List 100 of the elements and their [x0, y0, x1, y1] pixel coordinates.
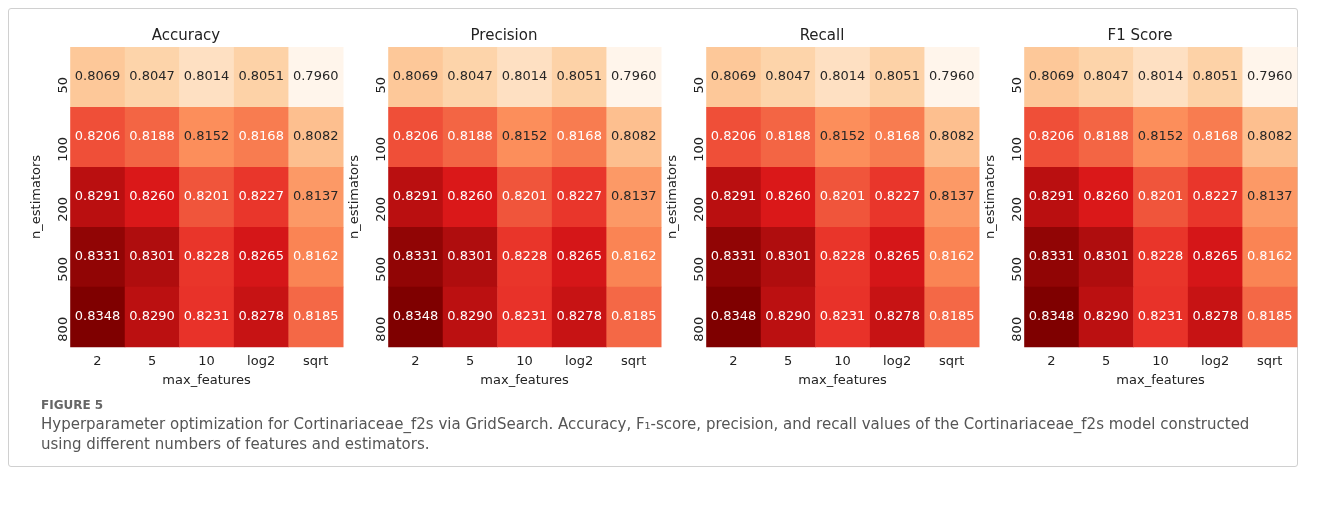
y-tick-label: 800 — [54, 316, 70, 342]
data-label: 0.8290 — [765, 308, 811, 324]
x-tick-label: 10 — [198, 352, 215, 368]
data-label: 0.8168 — [556, 128, 602, 144]
y-tick-label: 50 — [54, 76, 70, 94]
data-label: 0.8348 — [1028, 308, 1075, 324]
data-label: 0.8047 — [129, 68, 175, 84]
data-label: 0.8014 — [819, 68, 866, 84]
data-label: 0.8168 — [238, 128, 284, 144]
data-label: 0.8188 — [129, 128, 175, 144]
data-label: 0.8278 — [556, 308, 602, 324]
data-label: 0.8162 — [1246, 248, 1293, 264]
data-label: 0.8278 — [874, 308, 920, 324]
x-tick-label: 2 — [729, 352, 738, 368]
data-label: 0.8227 — [874, 188, 920, 204]
y-tick-label: 50 — [1008, 76, 1024, 94]
data-label: 0.8051 — [874, 68, 920, 84]
data-label: 0.8137 — [610, 188, 657, 204]
data-label: 0.8260 — [1083, 188, 1129, 204]
y-axis-title: n_estimators — [982, 154, 998, 239]
y-tick-label: 50 — [372, 76, 388, 94]
data-label: 0.8185 — [292, 308, 339, 324]
data-label: 0.8331 — [1028, 248, 1075, 264]
data-label: 0.8188 — [765, 128, 811, 144]
data-label: 0.8014 — [183, 68, 230, 84]
y-tick-label: 200 — [372, 196, 388, 222]
data-label: 0.8260 — [129, 188, 175, 204]
y-tick-label: 200 — [690, 196, 706, 222]
data-label: 0.8206 — [74, 128, 121, 144]
y-tick-label: 800 — [372, 316, 388, 342]
data-label: 0.8290 — [129, 308, 175, 324]
x-tick-label: 10 — [1152, 352, 1169, 368]
data-label: 0.8162 — [292, 248, 339, 264]
data-label: 0.8260 — [765, 188, 811, 204]
data-label: 0.8162 — [610, 248, 657, 264]
data-label: 0.8331 — [710, 248, 757, 264]
y-tick-label: 500 — [1008, 256, 1024, 282]
data-label: 0.8152 — [183, 128, 230, 144]
data-label: 0.8301 — [129, 248, 175, 264]
data-label: 0.8188 — [1083, 128, 1129, 144]
data-label: 0.8231 — [183, 308, 230, 324]
y-tick-label: 500 — [372, 256, 388, 282]
data-label: 0.8168 — [1192, 128, 1238, 144]
y-tick-label: 200 — [1008, 196, 1024, 222]
text: Hyperparameter optimization for Cortinariaceae_f2s via GridSearch. Accuracy, F₁-score, precision, and recall values of the Cortinariaceae_f2s model constructed using different numbers of features and estimators. — [41, 414, 1251, 454]
data-label: 0.8185 — [928, 308, 975, 324]
caption: FIGURE 5 — [41, 398, 105, 412]
data-label: 0.8331 — [392, 248, 439, 264]
x-tick-label: log2 — [247, 352, 276, 368]
chart-title: F1 Score — [1107, 25, 1173, 44]
data-label: 0.8162 — [928, 248, 975, 264]
x-tick-label: sqrt — [620, 352, 647, 368]
data-label: 0.8082 — [610, 128, 657, 144]
data-label: 0.8082 — [1246, 128, 1293, 144]
data-label: 0.8014 — [501, 68, 548, 84]
data-label: 0.8051 — [1192, 68, 1238, 84]
x-tick-label: 5 — [783, 352, 793, 368]
x-tick-label: sqrt — [302, 352, 329, 368]
data-label: 0.8291 — [74, 188, 121, 204]
data-label: 0.8014 — [1137, 68, 1184, 84]
data-label: 0.8047 — [765, 68, 811, 84]
data-label: 0.8185 — [610, 308, 657, 324]
data-label: 0.8231 — [819, 308, 866, 324]
data-label: 0.8206 — [1028, 128, 1075, 144]
data-label: 0.8290 — [1083, 308, 1129, 324]
data-label: 0.8206 — [392, 128, 439, 144]
x-tick-label: 5 — [1101, 352, 1111, 368]
data-label: 0.8168 — [874, 128, 920, 144]
data-label: 0.8185 — [1246, 308, 1293, 324]
y-tick-label: 500 — [54, 256, 70, 282]
data-label: 0.8137 — [1246, 188, 1293, 204]
x-tick-label: 2 — [1047, 352, 1056, 368]
data-label: 0.8152 — [501, 128, 548, 144]
data-label: 0.8265 — [238, 248, 284, 264]
chart-title: Recall — [799, 25, 845, 44]
y-axis-title: n_estimators — [664, 154, 680, 239]
data-label: 0.7960 — [1246, 68, 1293, 84]
y-tick-label: 100 — [1008, 136, 1024, 162]
data-label: 0.8301 — [447, 248, 493, 264]
data-label: 0.8228 — [1137, 248, 1184, 264]
x-tick-label: 2 — [411, 352, 420, 368]
data-label: 0.8265 — [556, 248, 602, 264]
data-label: 0.8201 — [501, 188, 548, 204]
y-tick-label: 500 — [690, 256, 706, 282]
y-axis-title: n_estimators — [28, 154, 44, 239]
data-label: 0.8137 — [928, 188, 975, 204]
data-label: 0.8278 — [1192, 308, 1238, 324]
data-label: 0.8265 — [1192, 248, 1238, 264]
data-label: 0.8228 — [501, 248, 548, 264]
data-label: 0.8047 — [1083, 68, 1129, 84]
data-label: 0.8069 — [710, 68, 757, 84]
data-label: 0.8201 — [1137, 188, 1184, 204]
data-label: 0.8051 — [238, 68, 284, 84]
x-tick-label: 2 — [93, 352, 102, 368]
chart-title: Accuracy — [151, 25, 221, 44]
y-tick-label: 50 — [690, 76, 706, 94]
y-tick-label: 800 — [690, 316, 706, 342]
y-tick-label: 800 — [1008, 316, 1024, 342]
x-tick-label: 5 — [465, 352, 475, 368]
data-label: 0.8231 — [1137, 308, 1184, 324]
